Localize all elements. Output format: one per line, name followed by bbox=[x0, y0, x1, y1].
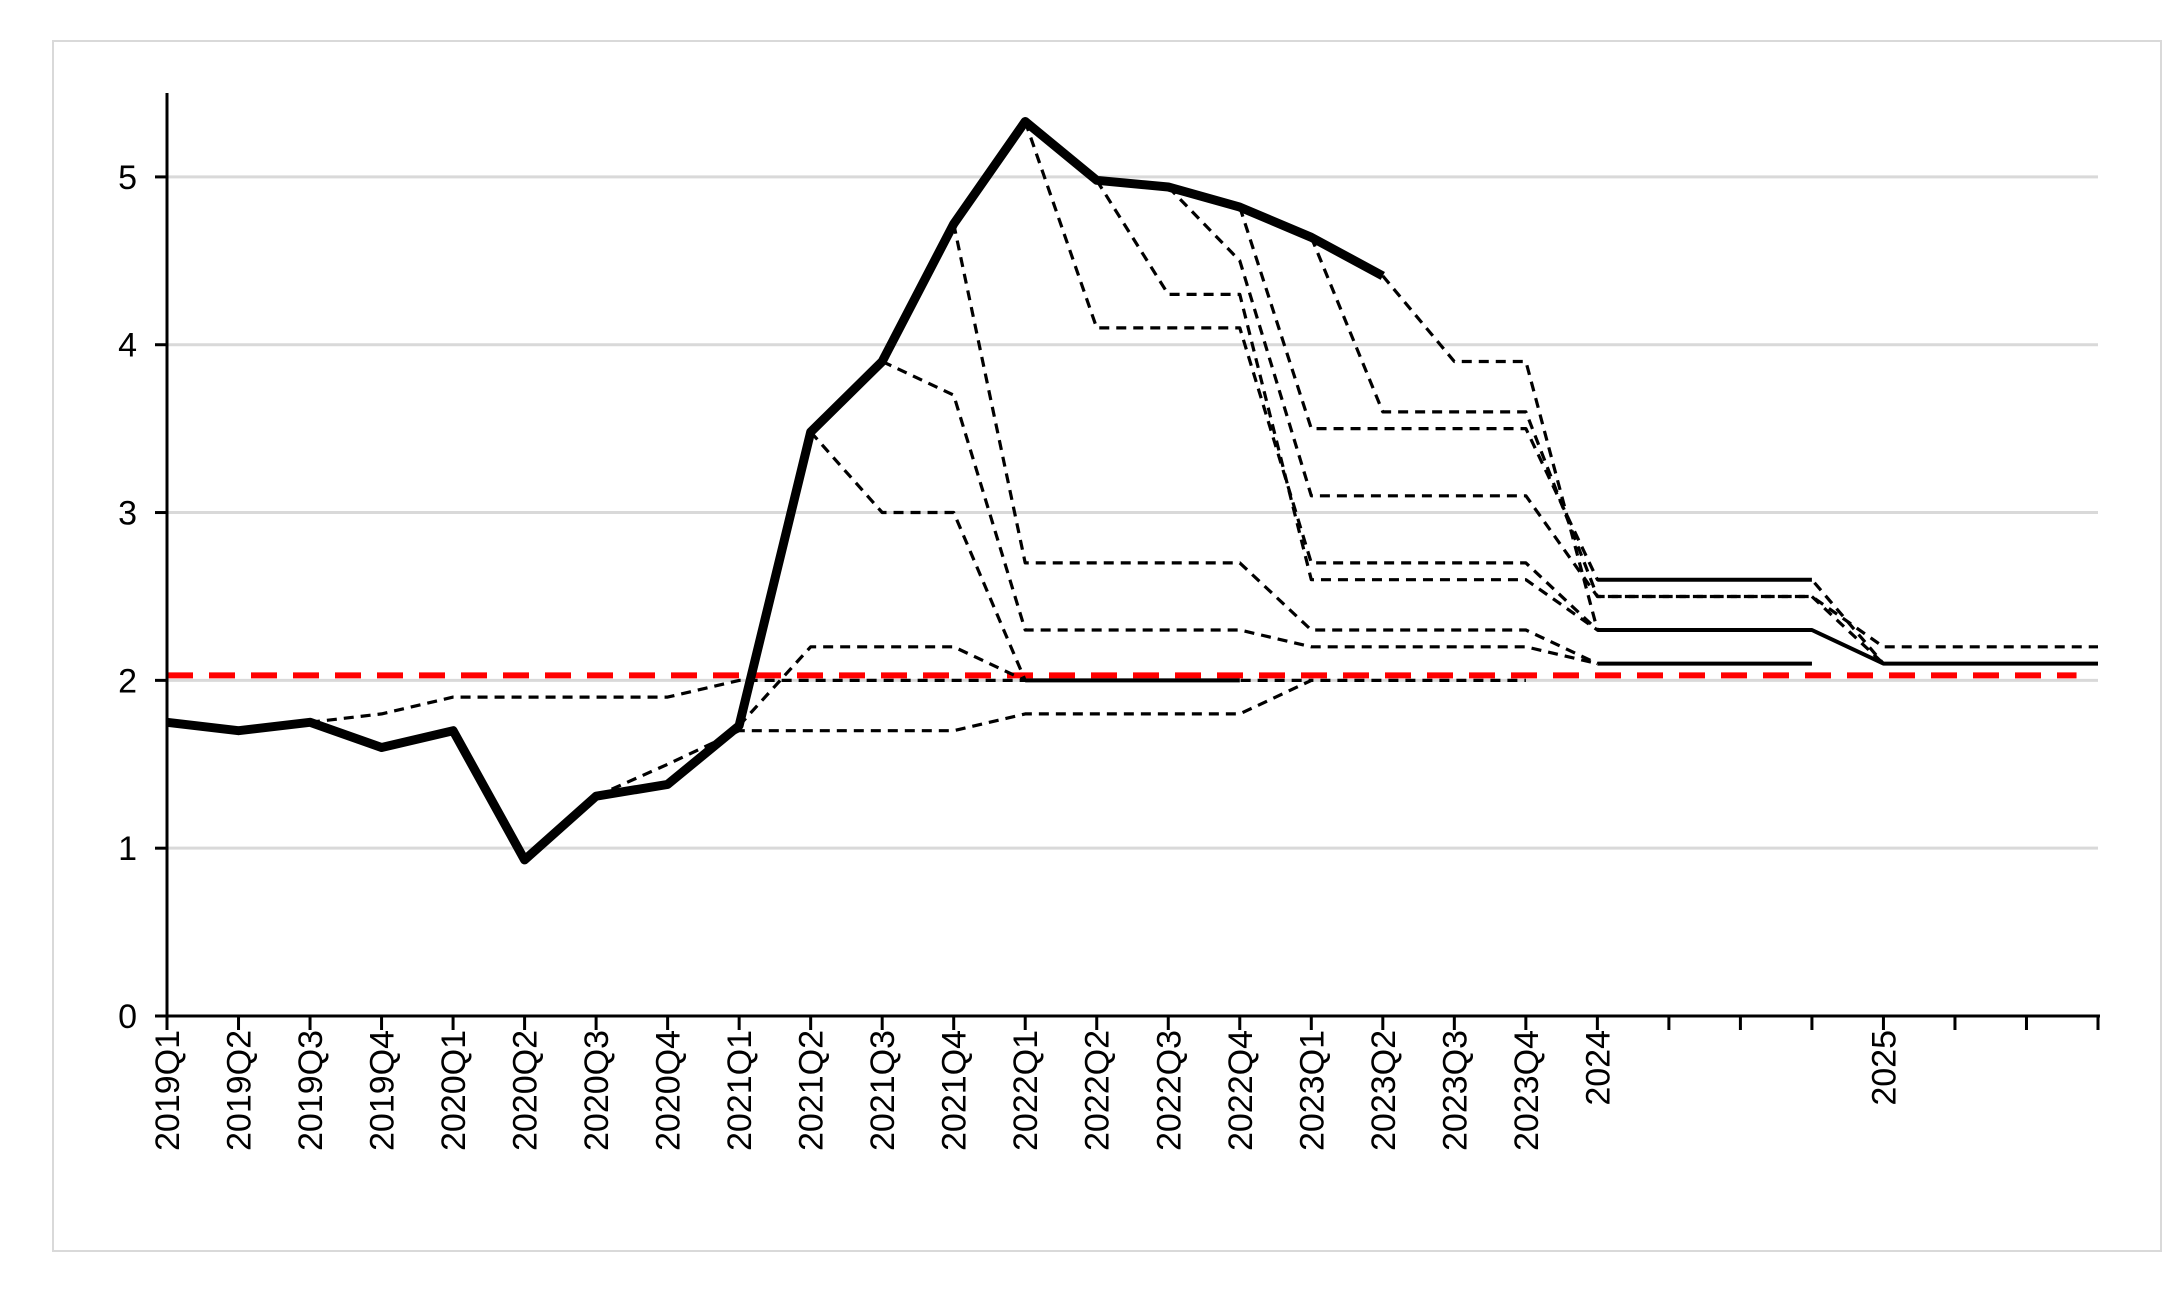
series-line-4 bbox=[809, 430, 1240, 683]
y-tick-label: 0 bbox=[118, 998, 137, 1036]
series-line-11 bbox=[1309, 236, 2098, 649]
series-line-1 bbox=[309, 678, 1312, 724]
x-tick-label: 2020Q2 bbox=[507, 1030, 545, 1151]
y-tick-label: 2 bbox=[118, 662, 137, 700]
x-tick-label: 2019Q3 bbox=[292, 1030, 330, 1151]
x-tick-label: 2022Q2 bbox=[1079, 1030, 1117, 1151]
x-tick-label: 2021Q4 bbox=[936, 1030, 974, 1151]
series-line-7 bbox=[1023, 120, 2098, 666]
x-tick-label: 2022Q1 bbox=[1007, 1030, 1045, 1151]
x-tick-label: 2019Q1 bbox=[149, 1030, 187, 1151]
x-tick-label: 2021Q3 bbox=[864, 1030, 902, 1151]
tick-labels: 0 1 2 3 4 5 2019Q1 2019Q2 2019Q3 2019Q4 2020Q1 2020… bbox=[118, 159, 1903, 1151]
y-tick-label: 3 bbox=[118, 495, 137, 533]
series-line-6 bbox=[952, 223, 1599, 666]
series-line-actual bbox=[166, 117, 1385, 865]
x-tick-label: 2022Q3 bbox=[1150, 1030, 1188, 1151]
series-line-2 bbox=[595, 678, 1526, 798]
x-tick-label: 2023Q1 bbox=[1293, 1030, 1331, 1151]
axes bbox=[155, 93, 2100, 1030]
y-tick-label: 1 bbox=[118, 830, 137, 868]
x-tick-label: 2019Q2 bbox=[221, 1030, 259, 1151]
x-tick-label: 2025 bbox=[1865, 1030, 1903, 1106]
x-tick-label: 2021Q1 bbox=[721, 1030, 759, 1151]
series-line-14 bbox=[1597, 628, 2098, 666]
x-tick-label: 2020Q4 bbox=[650, 1030, 688, 1151]
series-line-12 bbox=[1381, 274, 2098, 666]
x-tick-label: 2021Q2 bbox=[793, 1030, 831, 1151]
x-tick-label: 2020Q1 bbox=[435, 1030, 473, 1151]
gridlines bbox=[167, 175, 2098, 850]
x-tick-label: 2024 bbox=[1579, 1030, 1617, 1106]
x-tick-label: 2023Q3 bbox=[1436, 1030, 1474, 1151]
chart-frame bbox=[52, 40, 2162, 1252]
series-line-8 bbox=[1095, 179, 2098, 666]
series-line-9 bbox=[1167, 185, 2098, 666]
x-tick-label: 2023Q2 bbox=[1365, 1030, 1403, 1151]
y-tick-label: 5 bbox=[118, 159, 137, 197]
x-tick-label: 2023Q4 bbox=[1508, 1030, 1546, 1151]
series-lines bbox=[166, 117, 2098, 865]
x-tick-label: 2022Q4 bbox=[1222, 1030, 1260, 1151]
y-tick-label: 4 bbox=[118, 327, 137, 365]
x-tick-label: 2020Q3 bbox=[578, 1030, 616, 1151]
x-tick-label: 2019Q4 bbox=[364, 1030, 402, 1151]
